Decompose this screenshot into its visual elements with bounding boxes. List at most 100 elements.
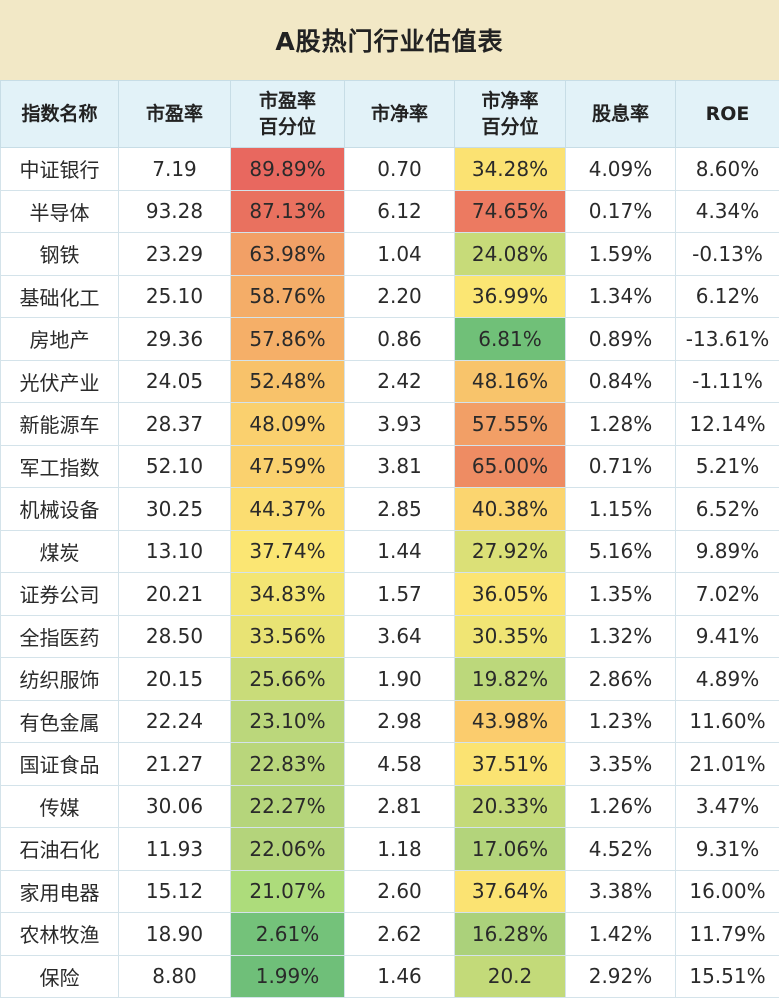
cell-dividend-yield: 0.84% (565, 359, 676, 403)
cell-pe: 13.10 (118, 529, 231, 573)
table-row: 军工指数 52.10 47.59% 3.81 65.00% 0.71% 5.21% (0, 444, 779, 488)
cell-index-name: 半导体 (0, 189, 119, 233)
cell-pb-percentile: 40.38% (454, 487, 566, 531)
header-roe: ROE (675, 80, 779, 148)
cell-pb-percentile: 37.64% (454, 869, 566, 913)
cell-pb: 2.20 (344, 274, 455, 318)
cell-index-name: 基础化工 (0, 274, 119, 318)
cell-dividend-yield: 0.17% (565, 189, 676, 233)
table-row: 机械设备 30.25 44.37% 2.85 40.38% 1.15% 6.52% (0, 487, 779, 531)
cell-pb: 3.81 (344, 444, 455, 488)
cell-pb: 0.86 (344, 317, 455, 361)
cell-dividend-yield: 0.89% (565, 317, 676, 361)
cell-roe: 9.31% (675, 827, 779, 871)
cell-pb-percentile: 34.28% (454, 147, 566, 191)
cell-pe: 18.90 (118, 912, 231, 956)
cell-pe-percentile: 22.27% (230, 784, 345, 828)
table-row: 纺织服饰 20.15 25.66% 1.90 19.82% 2.86% 4.89% (0, 657, 779, 701)
cell-index-name: 家用电器 (0, 869, 119, 913)
cell-pe: 25.10 (118, 274, 231, 318)
cell-index-name: 石油石化 (0, 827, 119, 871)
cell-pe-percentile: 23.10% (230, 699, 345, 743)
cell-dividend-yield: 1.26% (565, 784, 676, 828)
cell-pe: 30.25 (118, 487, 231, 531)
cell-index-name: 全指医药 (0, 614, 119, 658)
cell-pb-percentile: 48.16% (454, 359, 566, 403)
cell-pb: 3.93 (344, 402, 455, 446)
valuation-table: 指数名称 市盈率 市盈率 百分位 市净率 市净率 百分位 股息率 ROE 中证银… (0, 80, 779, 998)
cell-roe: 12.14% (675, 402, 779, 446)
table-row: 半导体 93.28 87.13% 6.12 74.65% 0.17% 4.34% (0, 189, 779, 233)
cell-pb-percentile: 65.00% (454, 444, 566, 488)
cell-roe: -1.11% (675, 359, 779, 403)
cell-dividend-yield: 2.92% (565, 954, 676, 998)
cell-pb: 0.70 (344, 147, 455, 191)
cell-roe: 8.60% (675, 147, 779, 191)
cell-dividend-yield: 1.34% (565, 274, 676, 318)
table-row: 基础化工 25.10 58.76% 2.20 36.99% 1.34% 6.12% (0, 274, 779, 318)
table-row: 钢铁 23.29 63.98% 1.04 24.08% 1.59% -0.13% (0, 232, 779, 276)
cell-index-name: 传媒 (0, 784, 119, 828)
cell-roe: 11.60% (675, 699, 779, 743)
cell-pb-percentile: 30.35% (454, 614, 566, 658)
cell-pb-percentile: 36.99% (454, 274, 566, 318)
table-row: 保险 8.80 1.99% 1.46 20.2 2.92% 15.51% (0, 954, 779, 998)
cell-index-name: 煤炭 (0, 529, 119, 573)
cell-pb-percentile: 16.28% (454, 912, 566, 956)
table-row: 煤炭 13.10 37.74% 1.44 27.92% 5.16% 9.89% (0, 529, 779, 573)
cell-pe: 22.24 (118, 699, 231, 743)
cell-pb-percentile: 27.92% (454, 529, 566, 573)
cell-pe-percentile: 21.07% (230, 869, 345, 913)
cell-dividend-yield: 1.28% (565, 402, 676, 446)
cell-dividend-yield: 1.23% (565, 699, 676, 743)
cell-index-name: 房地产 (0, 317, 119, 361)
cell-dividend-yield: 4.52% (565, 827, 676, 871)
cell-dividend-yield: 5.16% (565, 529, 676, 573)
cell-pe-percentile: 89.89% (230, 147, 345, 191)
header-pb: 市净率 (344, 80, 455, 148)
cell-pb: 2.62 (344, 912, 455, 956)
cell-pb-percentile: 6.81% (454, 317, 566, 361)
cell-roe: 9.89% (675, 529, 779, 573)
cell-pe-percentile: 33.56% (230, 614, 345, 658)
cell-pe-percentile: 44.37% (230, 487, 345, 531)
cell-roe: 6.52% (675, 487, 779, 531)
cell-pe-percentile: 22.06% (230, 827, 345, 871)
cell-dividend-yield: 1.35% (565, 572, 676, 616)
cell-pe-percentile: 1.99% (230, 954, 345, 998)
table-row: 全指医药 28.50 33.56% 3.64 30.35% 1.32% 9.41% (0, 614, 779, 658)
cell-dividend-yield: 1.42% (565, 912, 676, 956)
cell-index-name: 国证食品 (0, 742, 119, 786)
cell-roe: 11.79% (675, 912, 779, 956)
cell-pe: 20.15 (118, 657, 231, 701)
cell-pb-percentile: 20.33% (454, 784, 566, 828)
table-row: 家用电器 15.12 21.07% 2.60 37.64% 3.38% 16.00% (0, 869, 779, 913)
cell-pb: 2.60 (344, 869, 455, 913)
cell-pb-percentile: 37.51% (454, 742, 566, 786)
table-row: 国证食品 21.27 22.83% 4.58 37.51% 3.35% 21.01% (0, 742, 779, 786)
table-row: 房地产 29.36 57.86% 0.86 6.81% 0.89% -13.61% (0, 317, 779, 361)
table-row: 石油石化 11.93 22.06% 1.18 17.06% 4.52% 9.31% (0, 827, 779, 871)
header-row: 指数名称 市盈率 市盈率 百分位 市净率 市净率 百分位 股息率 ROE (0, 80, 779, 148)
table-row: 证券公司 20.21 34.83% 1.57 36.05% 1.35% 7.02% (0, 572, 779, 616)
cell-roe: -13.61% (675, 317, 779, 361)
table-row: 光伏产业 24.05 52.48% 2.42 48.16% 0.84% -1.11% (0, 359, 779, 403)
cell-pb-percentile: 19.82% (454, 657, 566, 701)
cell-index-name: 证券公司 (0, 572, 119, 616)
cell-pe-percentile: 25.66% (230, 657, 345, 701)
cell-pb: 2.81 (344, 784, 455, 828)
cell-pb: 2.85 (344, 487, 455, 531)
cell-pb: 1.90 (344, 657, 455, 701)
cell-dividend-yield: 2.86% (565, 657, 676, 701)
cell-pe-percentile: 22.83% (230, 742, 345, 786)
cell-index-name: 农林牧渔 (0, 912, 119, 956)
cell-dividend-yield: 3.35% (565, 742, 676, 786)
cell-roe: 6.12% (675, 274, 779, 318)
table-title: A股热门行业估值表 (0, 0, 779, 80)
cell-roe: 7.02% (675, 572, 779, 616)
header-pe-percentile: 市盈率 百分位 (230, 80, 345, 148)
cell-pe: 20.21 (118, 572, 231, 616)
cell-pe: 24.05 (118, 359, 231, 403)
table-row: 有色金属 22.24 23.10% 2.98 43.98% 1.23% 11.60% (0, 699, 779, 743)
